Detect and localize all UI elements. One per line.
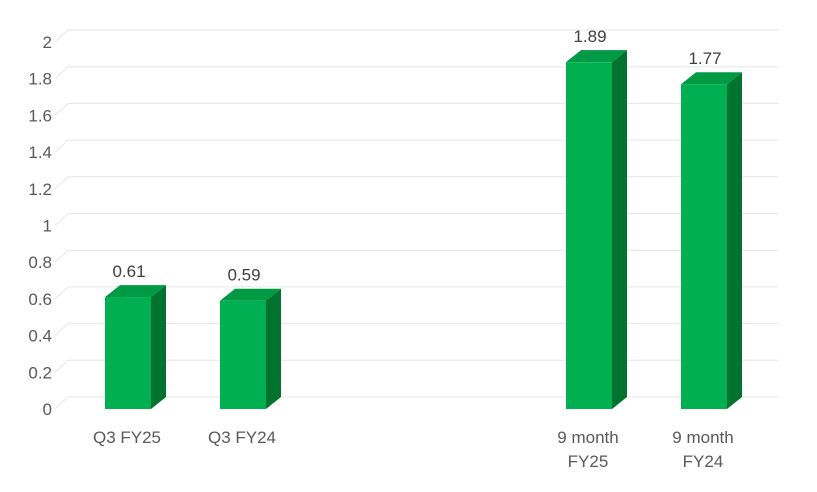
y-tick-label: 0.6 [28, 290, 52, 309]
gridline-depth [54, 66, 69, 80]
x-category-label: 9 month FY24 [672, 428, 733, 471]
y-tick-label: 0.2 [28, 363, 52, 382]
gridlines [54, 29, 778, 410]
bars [105, 50, 742, 410]
bar-front [220, 300, 266, 409]
data-label: 1.89 [573, 27, 606, 46]
gridline-depth [54, 103, 69, 116]
bar-side [612, 50, 627, 410]
bar-side [727, 72, 742, 409]
bar [105, 285, 166, 409]
gridline-depth [54, 396, 69, 410]
y-tick-label: 1 [43, 217, 52, 236]
bar-front [105, 297, 151, 409]
gridline-depth [54, 29, 69, 43]
bar-side [266, 288, 281, 409]
bar [681, 72, 742, 409]
data-label: 0.61 [112, 262, 145, 281]
bar-top [220, 288, 281, 301]
bar-top [566, 50, 627, 63]
data-label: 0.59 [227, 266, 260, 285]
bar-front [681, 84, 727, 409]
gridline-depth [54, 323, 69, 336]
gridline-depth [54, 359, 69, 373]
gridline-depth [54, 213, 69, 226]
y-axis-ticks: 0 0.2 0.4 0.6 0.8 1 1.2 1.4 1.6 1.8 2 [28, 33, 52, 419]
y-tick-label: 0.4 [28, 327, 52, 346]
x-category-label: Q3 FY24 [208, 428, 276, 447]
bar [566, 50, 627, 410]
data-label: 1.77 [688, 49, 721, 68]
y-tick-label: 0 [43, 400, 52, 419]
bar-side [151, 285, 166, 409]
gridline-depth [54, 176, 69, 190]
bar [220, 288, 281, 409]
y-tick-label: 1.8 [28, 70, 52, 89]
gridline-depth [54, 249, 69, 263]
x-category-label: Q3 FY25 [93, 428, 161, 447]
y-tick-label: 2 [43, 33, 52, 52]
x-axis-categories: Q3 FY25 Q3 FY24 9 month FY25 9 month FY24 [93, 428, 734, 471]
bar-top [105, 285, 166, 298]
y-tick-label: 1.6 [28, 106, 52, 125]
data-labels: 0.61 0.59 1.89 1.77 [112, 27, 721, 285]
y-tick-label: 0.8 [28, 253, 52, 272]
x-category-label: 9 month FY25 [557, 428, 618, 471]
y-tick-label: 1.2 [28, 180, 52, 199]
y-tick-label: 1.4 [28, 143, 52, 162]
gridline-depth [54, 286, 69, 300]
bar-top [681, 72, 742, 85]
gridline-depth [54, 139, 69, 153]
bar-front [566, 62, 612, 410]
